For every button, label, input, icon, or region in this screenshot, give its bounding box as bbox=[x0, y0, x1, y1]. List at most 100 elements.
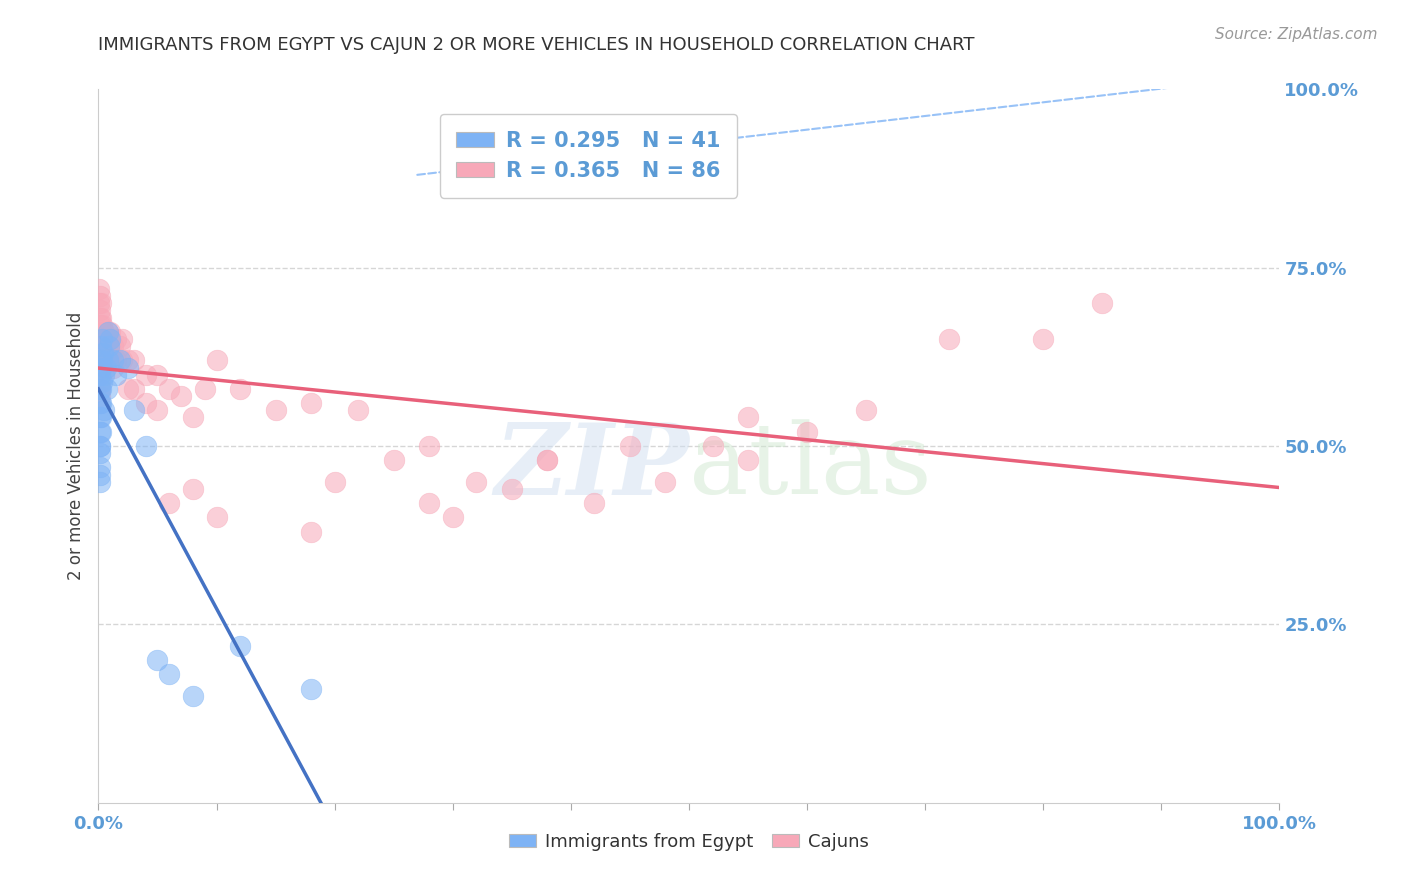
Point bbox=[299, 681, 322, 696]
Point bbox=[98, 332, 121, 346]
Point bbox=[89, 353, 111, 368]
Point bbox=[536, 453, 558, 467]
Point bbox=[108, 353, 131, 368]
Point bbox=[91, 318, 114, 332]
Point bbox=[89, 318, 111, 332]
Y-axis label: 2 or more Vehicles in Household: 2 or more Vehicles in Household bbox=[66, 312, 84, 580]
Point bbox=[98, 332, 121, 346]
Point bbox=[135, 368, 157, 382]
Point bbox=[90, 396, 112, 410]
Point bbox=[654, 475, 676, 489]
Legend: Immigrants from Egypt, Cajuns: Immigrants from Egypt, Cajuns bbox=[502, 826, 876, 858]
Point bbox=[135, 396, 157, 410]
Point bbox=[441, 510, 464, 524]
Point bbox=[117, 360, 139, 375]
Point bbox=[90, 346, 112, 360]
Point bbox=[146, 368, 169, 382]
Point bbox=[170, 389, 193, 403]
Point bbox=[135, 439, 157, 453]
Point bbox=[737, 410, 759, 425]
Point bbox=[97, 353, 120, 368]
Point bbox=[90, 332, 112, 346]
Point bbox=[702, 439, 724, 453]
Point bbox=[97, 325, 120, 339]
Point bbox=[501, 482, 523, 496]
Point bbox=[89, 332, 111, 346]
Point bbox=[101, 339, 124, 353]
Point bbox=[94, 332, 117, 346]
Point bbox=[855, 403, 877, 417]
Point bbox=[91, 332, 114, 346]
Point bbox=[96, 346, 118, 360]
Point bbox=[89, 439, 111, 453]
Point bbox=[157, 667, 180, 681]
Point bbox=[105, 332, 128, 346]
Point bbox=[264, 403, 287, 417]
Point bbox=[89, 368, 111, 382]
Point bbox=[181, 410, 204, 425]
Point bbox=[94, 360, 117, 375]
Point bbox=[89, 346, 111, 360]
Point bbox=[91, 332, 114, 346]
Point bbox=[157, 496, 180, 510]
Point bbox=[98, 346, 121, 360]
Point bbox=[89, 425, 111, 439]
Point bbox=[938, 332, 960, 346]
Point bbox=[299, 396, 322, 410]
Point bbox=[89, 289, 111, 303]
Point bbox=[90, 325, 112, 339]
Point bbox=[583, 496, 606, 510]
Point bbox=[117, 382, 139, 396]
Point bbox=[98, 339, 121, 353]
Point bbox=[89, 382, 111, 396]
Point bbox=[89, 360, 111, 375]
Point bbox=[90, 382, 112, 396]
Point bbox=[90, 425, 112, 439]
Point bbox=[89, 410, 111, 425]
Point bbox=[93, 346, 115, 360]
Point bbox=[117, 353, 139, 368]
Point bbox=[157, 382, 180, 396]
Point bbox=[229, 639, 252, 653]
Point bbox=[97, 325, 120, 339]
Point bbox=[97, 346, 120, 360]
Point bbox=[89, 446, 111, 460]
Point bbox=[181, 689, 204, 703]
Point bbox=[89, 310, 111, 325]
Point bbox=[87, 282, 110, 296]
Point bbox=[91, 346, 114, 360]
Point bbox=[299, 524, 322, 539]
Point bbox=[229, 382, 252, 396]
Point bbox=[465, 475, 488, 489]
Point bbox=[105, 368, 128, 382]
Point bbox=[91, 346, 114, 360]
Point bbox=[98, 353, 121, 368]
Point bbox=[89, 382, 111, 396]
Point bbox=[91, 375, 114, 389]
Text: ZIP: ZIP bbox=[494, 419, 689, 516]
Point bbox=[1091, 296, 1114, 310]
Point bbox=[89, 303, 111, 318]
Point bbox=[89, 375, 111, 389]
Point bbox=[737, 453, 759, 467]
Point bbox=[101, 353, 124, 368]
Point bbox=[89, 389, 111, 403]
Point bbox=[91, 346, 114, 360]
Point bbox=[89, 467, 111, 482]
Point bbox=[347, 403, 370, 417]
Point bbox=[382, 453, 405, 467]
Point bbox=[105, 353, 128, 368]
Point bbox=[89, 460, 111, 475]
Point bbox=[89, 368, 111, 382]
Point bbox=[205, 353, 228, 368]
Point bbox=[89, 439, 111, 453]
Point bbox=[89, 325, 111, 339]
Point bbox=[418, 439, 440, 453]
Point bbox=[87, 296, 110, 310]
Point bbox=[89, 475, 111, 489]
Point bbox=[90, 360, 112, 375]
Point bbox=[91, 353, 114, 368]
Point bbox=[93, 403, 115, 417]
Text: atlas: atlas bbox=[689, 419, 932, 516]
Text: IMMIGRANTS FROM EGYPT VS CAJUN 2 OR MORE VEHICLES IN HOUSEHOLD CORRELATION CHART: IMMIGRANTS FROM EGYPT VS CAJUN 2 OR MORE… bbox=[98, 36, 974, 54]
